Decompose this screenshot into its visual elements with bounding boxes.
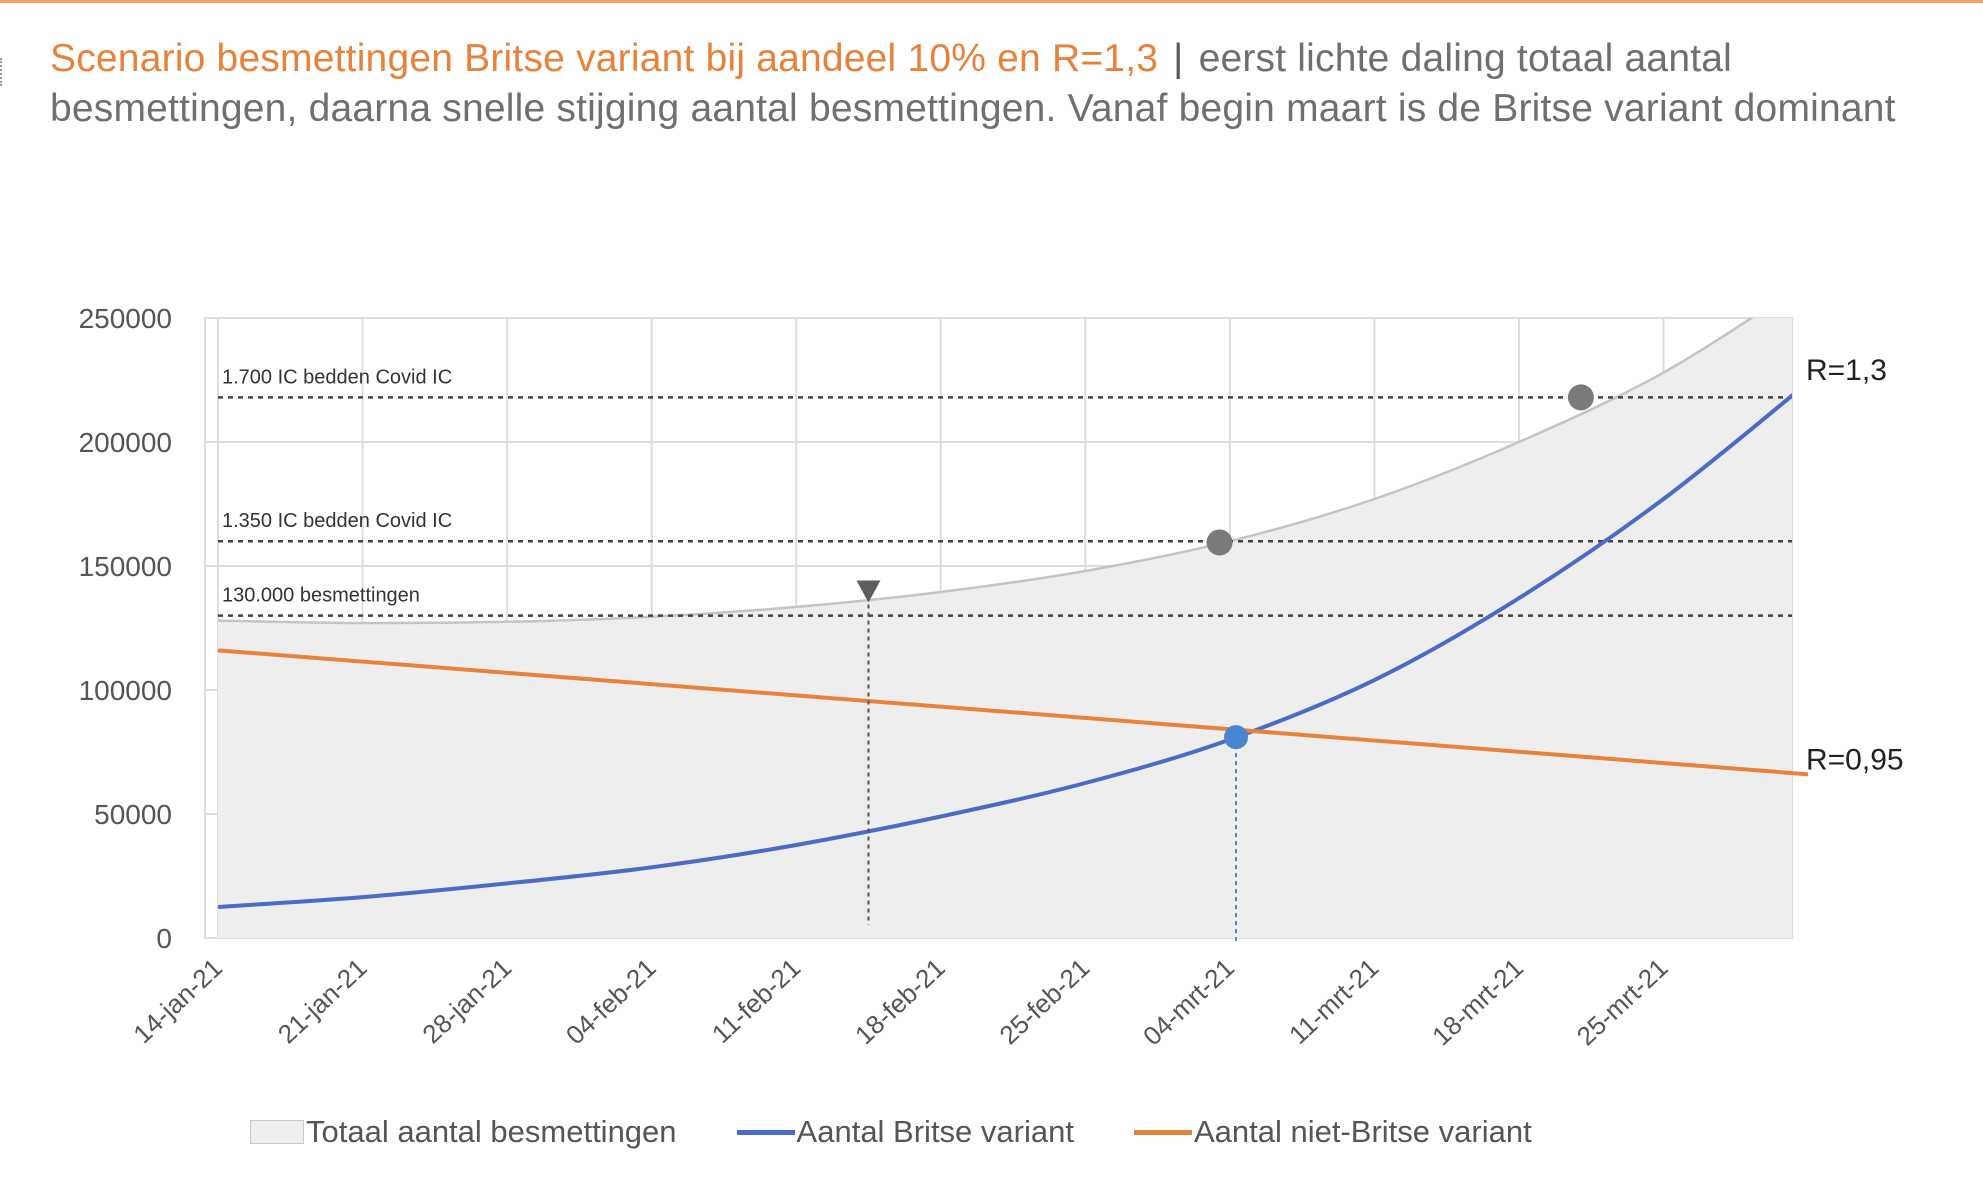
page-title: Scenario besmettingen Britse variant bij… — [50, 34, 1930, 134]
marker-crossover-point — [1224, 725, 1249, 750]
series-line-british — [217, 393, 1792, 909]
x-tick-label-4: 11-feb-21 — [706, 952, 806, 1049]
series-line-non-british — [217, 648, 1809, 777]
marker-threshold-point-1 — [1206, 529, 1233, 556]
side-mark — [0, 58, 6, 86]
end-label-0: R=1,3 — [1806, 354, 1887, 387]
legend-item-non-british: Aantal niet-Britse variant — [1133, 1114, 1532, 1150]
x-tick-label-7: 04-mrt-21 — [1137, 952, 1240, 1051]
title-rest: eerst lichte daling totaal aantal besmet… — [50, 37, 1896, 130]
legend-swatch-non-british — [1133, 1129, 1192, 1135]
legend-label-british: Aantal Britse variant — [796, 1114, 1074, 1149]
x-tick-label-0: 14-jan-21 — [127, 952, 228, 1049]
y-tick-label-4: 200000 — [79, 427, 172, 458]
x-tick-label-1: 21-jan-21 — [272, 952, 373, 1049]
y-tick-labels: 0 50000 100000 150000 200000 250000 — [79, 303, 172, 954]
x-tick-label-3: 04-feb-21 — [560, 952, 662, 1050]
marker-threshold-point-2 — [1567, 384, 1594, 411]
threshold-label-1: 1.350 IC bedden Covid IC — [222, 510, 452, 532]
legend-item-british: Aantal Britse variant — [736, 1114, 1074, 1150]
y-tick-label-1: 50000 — [94, 799, 172, 830]
y-tick-label-5: 250000 — [79, 303, 172, 334]
y-tick-label-0: 0 — [156, 923, 172, 954]
markers — [856, 384, 1594, 944]
end-labels: R=1,3 R=0,95 — [1806, 354, 1904, 776]
x-tick-labels: 14-jan-21 21-jan-21 28-jan-21 04-feb-21 11-f… — [127, 952, 1673, 1051]
total-area — [217, 318, 1792, 938]
x-tick-label-5: 18-feb-21 — [849, 952, 951, 1050]
legend-item-total: Totaal aantal besmettingen — [250, 1114, 677, 1150]
total-area-line — [217, 318, 1754, 625]
series-lines — [217, 393, 1809, 909]
x-tick-label-9: 18-mrt-21 — [1426, 952, 1529, 1051]
title-separator: | — [1173, 37, 1184, 80]
total-area-fill — [218, 318, 1792, 938]
legend-swatch-total — [250, 1120, 304, 1144]
end-label-1: R=0,95 — [1806, 743, 1904, 776]
threshold-label-2: 130.000 besmettingen — [222, 585, 420, 607]
title-accent: Scenario besmettingen Britse variant bij… — [50, 37, 1159, 80]
x-tick-label-10: 25-mrt-21 — [1571, 952, 1674, 1051]
marker-triangle — [856, 580, 881, 603]
x-tick-label-6: 25-feb-21 — [994, 952, 1096, 1050]
threshold-label-0: 1.700 IC bedden Covid IC — [222, 366, 452, 388]
legend-swatch-british — [736, 1129, 795, 1135]
y-tick-label-2: 100000 — [79, 675, 172, 706]
legend-label-non-british: Aantal niet-Britse variant — [1193, 1114, 1532, 1149]
y-tick-label-3: 150000 — [79, 551, 172, 582]
legend: Totaal aantal besmettingen Aantal Britse… — [250, 1112, 1750, 1152]
top-rule — [0, 0, 1983, 3]
threshold-lines: 1.700 IC bedden Covid IC 1.350 IC bedden … — [218, 366, 1792, 617]
x-tick-label-2: 28-jan-21 — [416, 952, 517, 1049]
x-tick-label-8: 11-mrt-21 — [1283, 952, 1384, 1049]
legend-label-total: Totaal aantal besmettingen — [306, 1114, 677, 1149]
